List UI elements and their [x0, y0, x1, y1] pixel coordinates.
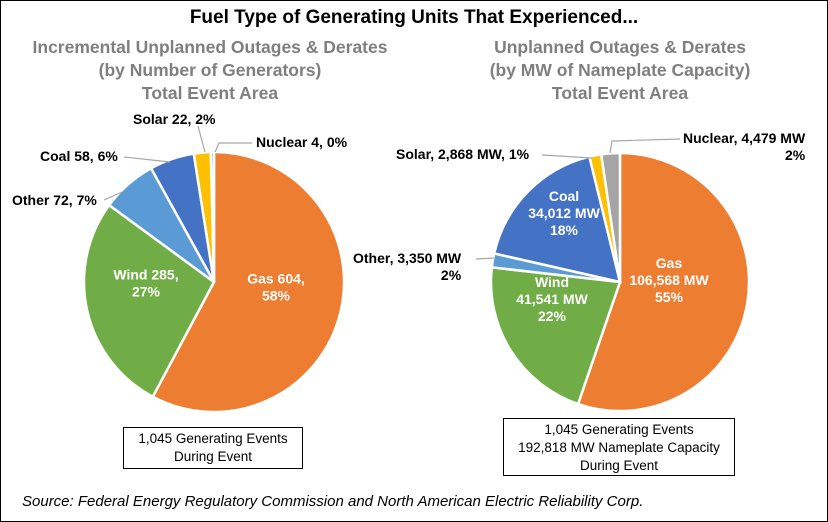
right-slice-wind — [489, 265, 622, 406]
left-label-solar-line-1: Solar 22, 2% — [133, 111, 216, 127]
right-subtitle-line-3: Total Event Area — [551, 83, 689, 103]
right-label-coal-line-1: Coal — [549, 188, 579, 204]
right-box-line-2: 192,818 MW Nameplate Capacity — [518, 440, 720, 455]
left-subtitle-line-1: Incremental Unplanned Outages & Derates — [32, 37, 388, 57]
right-label-gas-line-2: 106,568 MW — [629, 272, 709, 288]
right-box-line-3: During Event — [579, 458, 659, 473]
left-label-coal-line-1: Coal 58, 6% — [40, 148, 118, 164]
source-note: Source: Federal Energy Regulatory Commis… — [22, 493, 644, 510]
left-slice-gas — [151, 150, 346, 414]
left-subtitle-line-2: (by Number of Generators) — [98, 60, 322, 80]
left-subtitle-line-3: Total Event Area — [141, 83, 279, 103]
left-label-nuclear-line-1: Nuclear 4, 0% — [256, 134, 348, 150]
right-label-nuclear-line-1: Nuclear, 4,479 MW — [683, 130, 806, 146]
right-label-wind-line-1: Wind — [535, 274, 569, 290]
left-chart-subtitle: Incremental Unplanned Outages & Derates … — [10, 36, 410, 105]
right-label-coal-line-2: 34,012 MW — [528, 205, 600, 221]
left-slice-wind — [82, 203, 216, 399]
right-label-wind-line-2: 41,541 MW — [516, 291, 588, 307]
chart-title: Fuel Type of Generating Units That Exper… — [189, 7, 639, 28]
right-label-nuclear-line-2: 2% — [785, 147, 806, 163]
right-box-line-1: 1,045 Generating Events — [544, 422, 694, 437]
right-label-other-line-1: Other, 3,350 MW — [353, 250, 462, 266]
left-leader-nuclear — [214, 142, 252, 153]
left-leader-solar — [197, 125, 206, 153]
left-slice-nuclear — [209, 150, 216, 283]
right-leader-nuclear — [609, 138, 681, 154]
right-label-wind-line-3: 22% — [538, 308, 567, 324]
right-label-other-line-2: 2% — [441, 267, 462, 283]
right-subtitle-line-2: (by MW of Nameplate Capacity) — [489, 60, 751, 80]
right-label-gas-line-1: Gas — [656, 255, 683, 271]
left-label-wind-line-1: Wind 285, — [113, 267, 178, 283]
left-label-wind-line-2: 27% — [132, 284, 161, 300]
left-box-line-1: 1,045 Generating Events — [138, 431, 288, 446]
right-label-solar-line-1: Solar, 2,868 MW, 1% — [396, 146, 530, 162]
right-slice-coal — [492, 155, 622, 284]
left-event-count-box: 1,045 Generating Events During Event — [123, 427, 303, 469]
left-leader-other — [103, 191, 123, 201]
left-label-gas-line-1: Gas 604, — [247, 271, 305, 287]
left-leader-coal — [123, 156, 171, 163]
right-leader-other — [475, 257, 495, 260]
left-box-line-2: During Event — [173, 449, 253, 464]
right-label-gas-line-3: 55% — [655, 289, 684, 305]
left-label-other-line-1: Other 72, 7% — [12, 192, 97, 208]
right-leader-solar — [541, 154, 593, 159]
right-chart-subtitle: Unplanned Outages & Derates (by MW of Na… — [420, 36, 820, 105]
right-subtitle-line-1: Unplanned Outages & Derates — [494, 37, 746, 57]
right-event-count-box: 1,045 Generating Events 192,818 MW Namep… — [503, 418, 735, 476]
right-label-coal-line-3: 18% — [550, 222, 579, 238]
right-slice-nuclear — [599, 151, 622, 283]
left-label-gas-line-2: 58% — [262, 288, 291, 304]
